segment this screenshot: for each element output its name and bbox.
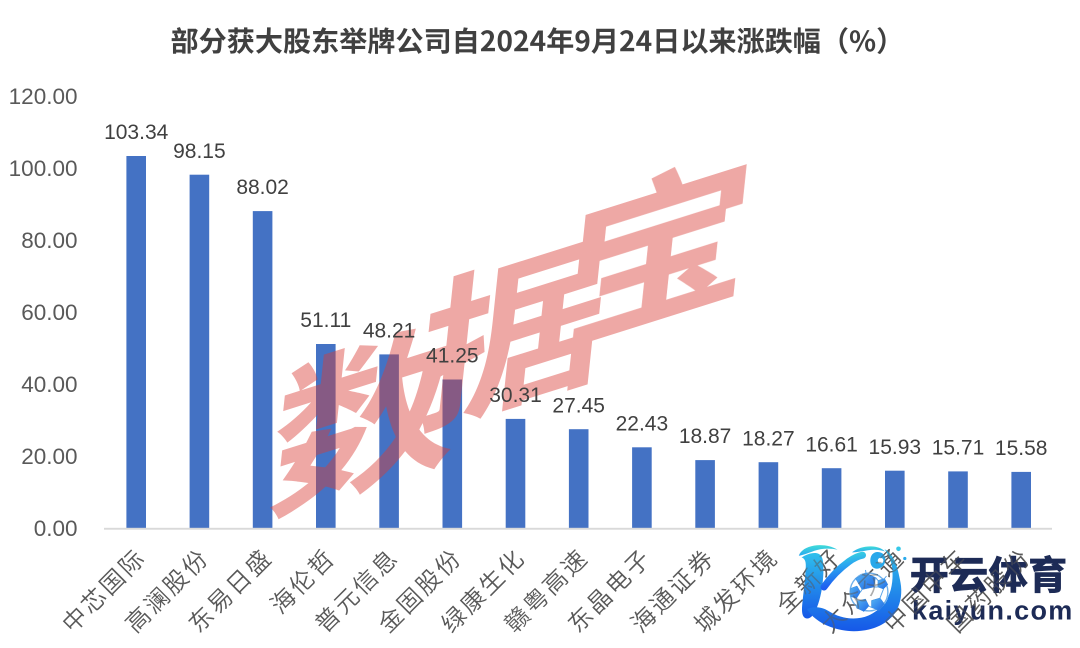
svg-text:88.02: 88.02 [236,176,289,199]
svg-text:51.11: 51.11 [300,309,351,332]
svg-text:16.61: 16.61 [805,433,858,456]
svg-text:15.71: 15.71 [932,437,985,460]
svg-text:60.00: 60.00 [21,300,77,325]
svg-text:15.58: 15.58 [995,437,1048,460]
svg-text:20.00: 20.00 [21,444,77,469]
svg-text:30.31: 30.31 [489,384,542,407]
svg-text:18.27: 18.27 [742,427,795,450]
svg-text:41.25: 41.25 [426,345,479,368]
svg-text:0.00: 0.00 [34,516,78,541]
svg-text:103.34: 103.34 [104,121,169,144]
svg-text:18.87: 18.87 [679,425,732,448]
svg-text:80.00: 80.00 [21,228,77,253]
svg-text:120.00: 120.00 [9,84,78,109]
svg-text:48.21: 48.21 [363,320,416,343]
svg-text:98.15: 98.15 [173,140,226,163]
svg-text:40.00: 40.00 [21,372,77,397]
svg-text:22.43: 22.43 [616,412,669,435]
svg-text:15.93: 15.93 [869,436,922,459]
svg-text:kaiyun.com: kaiyun.com [912,596,1074,626]
svg-text:27.45: 27.45 [552,394,605,417]
svg-text:100.00: 100.00 [9,156,78,181]
